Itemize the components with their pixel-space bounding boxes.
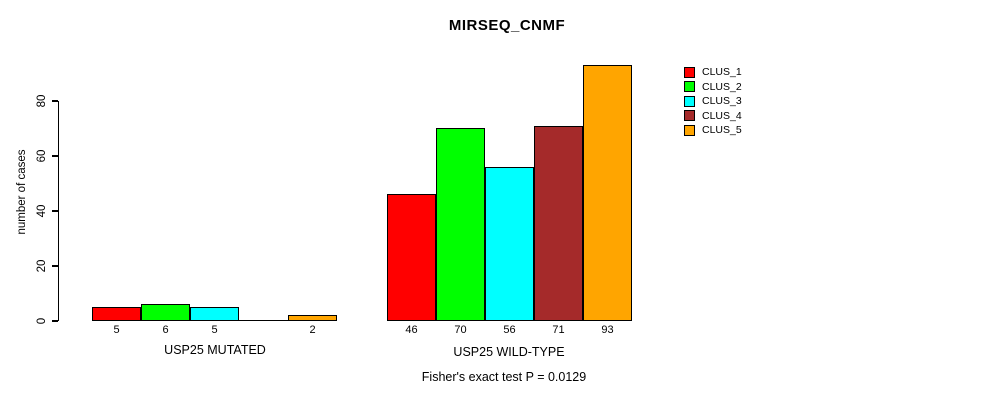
bar-value-label: 93 — [601, 324, 614, 336]
bar-clus_4 — [534, 126, 583, 321]
y-axis-tick — [52, 210, 58, 212]
legend-color-swatch — [684, 110, 695, 122]
x-group-label-mutated: USP25 MUTATED — [164, 343, 266, 357]
legend-color-swatch — [684, 124, 695, 136]
y-axis-tick — [52, 265, 58, 267]
legend-label: CLUS_4 — [702, 109, 742, 122]
x-group-label-wildtype: USP25 WILD-TYPE — [453, 345, 565, 359]
bar-clus_1 — [92, 307, 141, 321]
bar-clus_2 — [141, 304, 190, 321]
legend-row-clus_1: CLUS_1 — [684, 66, 742, 78]
legend-label: CLUS_5 — [702, 124, 742, 137]
legend-label: CLUS_2 — [702, 80, 742, 93]
y-axis-tick — [52, 155, 58, 157]
bar-clus_3 — [190, 307, 239, 321]
bar-clus_3 — [485, 167, 534, 321]
bar-value-label: 56 — [503, 324, 516, 336]
bar-clus_2 — [436, 128, 485, 321]
legend-label: CLUS_3 — [702, 95, 742, 108]
legend-row-clus_4: CLUS_4 — [684, 110, 742, 122]
y-axis-tick-label: 60 — [36, 149, 48, 163]
bar-value-label: 2 — [309, 324, 316, 336]
y-axis-tick-label: 0 — [36, 317, 48, 325]
legend-color-swatch — [684, 95, 695, 107]
bar-value-label: 71 — [552, 324, 565, 336]
legend-row-clus_3: CLUS_3 — [684, 95, 742, 107]
bar-value-label: 5 — [113, 324, 120, 336]
legend-label: CLUS_1 — [702, 66, 742, 78]
bar-value-label: 46 — [405, 324, 418, 336]
y-axis-tick-label: 80 — [36, 94, 48, 108]
legend: CLUS_1 CLUS_2 CLUS_3 CLUS_4 CLUS_5 — [684, 66, 742, 139]
legend-color-swatch — [684, 81, 695, 93]
legend-row-clus_5: CLUS_5 — [684, 124, 742, 136]
y-axis-tick — [52, 320, 58, 322]
chart-title: MIRSEQ_CNMF — [448, 17, 566, 34]
bar-value-label: 6 — [162, 324, 169, 336]
bar-clus_4-zero — [239, 319, 288, 321]
y-axis-tick-label: 20 — [36, 259, 48, 273]
bar-value-label: 70 — [454, 324, 467, 336]
legend-color-swatch — [684, 66, 695, 78]
y-axis-line — [58, 101, 60, 321]
bar-clus_5 — [288, 315, 337, 321]
y-axis-tick — [52, 100, 58, 102]
bar-clus_1 — [387, 194, 436, 321]
legend-row-clus_2: CLUS_2 — [684, 81, 742, 93]
bar-clus_5 — [583, 65, 632, 321]
fisher-test-annotation: Fisher's exact test P = 0.0129 — [421, 370, 587, 384]
y-axis-tick-label: 40 — [36, 204, 48, 218]
bar-value-label: 5 — [211, 324, 218, 336]
